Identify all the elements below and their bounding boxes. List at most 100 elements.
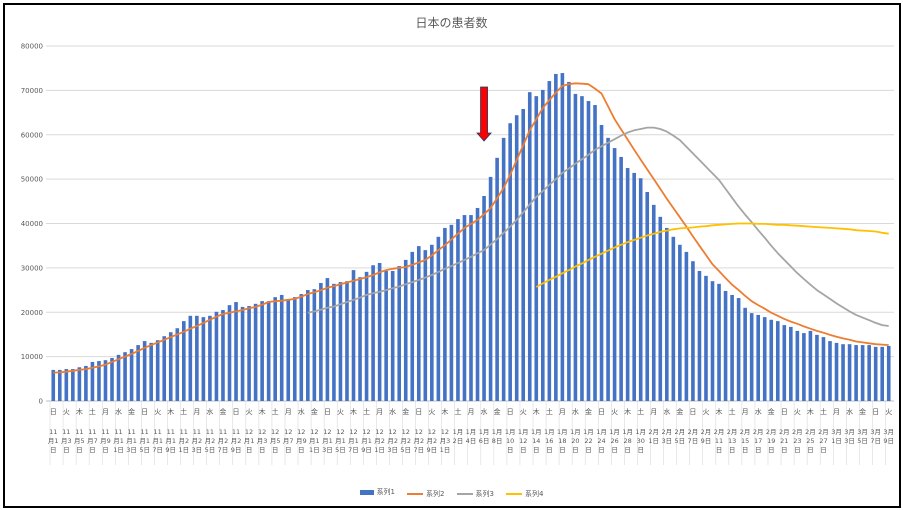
x-tick-weekday: 土: [820, 407, 827, 416]
legend-label: 系列4: [524, 489, 544, 498]
x-tick-date: 12月21日: [374, 428, 385, 454]
bar: [606, 137, 610, 401]
x-tick-date: 12月23日: [387, 428, 398, 454]
bar: [266, 301, 271, 401]
series-line: [535, 222, 889, 288]
x-tick-date: 1月20日: [570, 428, 581, 454]
x-tick-weekday: 月: [742, 408, 749, 416]
bar: [671, 236, 676, 401]
x-tick-weekday: 日: [781, 408, 788, 416]
y-tick-label: 60000: [21, 131, 43, 139]
bar: [521, 109, 526, 401]
x-tick-date: 1月10日: [504, 428, 516, 454]
bar: [789, 326, 793, 401]
x-tick-weekday: 月: [650, 408, 657, 416]
legend-item: 系列3: [456, 489, 494, 499]
bar: [547, 81, 552, 402]
x-tick-weekday: 日: [324, 408, 331, 416]
x-tick-weekday: 火: [337, 408, 344, 416]
x-tick-weekday: 火: [154, 408, 161, 416]
x-tick-date: 2月11日: [713, 428, 725, 454]
bar: [527, 92, 532, 402]
x-tick-weekday: 金: [676, 407, 683, 416]
bar: [240, 306, 245, 401]
x-tick-date: 2月17日: [752, 428, 764, 454]
bar: [501, 137, 506, 401]
bar: [645, 191, 650, 401]
bar: [567, 81, 571, 401]
bar: [580, 96, 584, 402]
bar: [508, 123, 512, 402]
x-tick-date: 1月30日: [635, 428, 647, 454]
bar: [351, 270, 356, 401]
bar: [684, 251, 689, 401]
bar: [162, 336, 167, 401]
x-tick-weekday: 水: [115, 407, 122, 416]
x-tick-weekday: 土: [454, 407, 461, 416]
bar: [775, 321, 780, 401]
x-tick-date: 12月31日: [439, 428, 451, 454]
bar: [234, 302, 238, 401]
bar: [828, 341, 832, 401]
bar: [273, 297, 277, 401]
x-tick-weekday: 土: [89, 407, 96, 416]
x-tick-date: 12月1日: [243, 428, 255, 454]
bar: [691, 261, 695, 401]
bar: [612, 148, 617, 401]
bar: [665, 227, 669, 401]
bar: [854, 345, 858, 401]
bar: [149, 342, 153, 401]
bar: [795, 330, 800, 401]
y-tick-label: 20000: [21, 309, 43, 317]
bar: [632, 172, 636, 401]
x-axis-date-labels: 11月1日 11月3日 11月5日 11月7日 11月9日 11月11日 11月13日 11月…: [0, 428, 903, 468]
x-tick-weekday: 火: [246, 408, 253, 416]
x-tick-date: 1月6日: [478, 428, 490, 445]
x-tick-date: 12月17日: [348, 428, 359, 454]
x-tick-date: 12月3日: [256, 428, 268, 454]
bar: [325, 278, 330, 401]
bar: [227, 305, 232, 401]
bar: [815, 334, 819, 401]
x-tick-date: 2月13日: [726, 428, 738, 454]
bar: [802, 333, 806, 401]
bar: [449, 224, 454, 401]
bar: [77, 367, 82, 401]
legend-label: 系列3: [475, 489, 494, 498]
x-tick-date: 2月19日: [765, 428, 777, 454]
chart-title: 日本の患者数: [415, 16, 488, 30]
x-tick-date: 2月25日: [805, 428, 816, 454]
bar: [469, 215, 473, 401]
x-tick-weekday: 土: [637, 407, 644, 416]
x-tick-date: 11月23日: [191, 428, 203, 454]
bar: [345, 281, 349, 401]
bar: [736, 298, 741, 401]
x-tick-date: 11月11日: [113, 428, 124, 454]
x-tick-date: 11月9日: [100, 428, 111, 454]
chart-frame: [3, 3, 901, 508]
x-tick-weekday: 金: [402, 407, 409, 416]
bar: [619, 156, 623, 401]
x-tick-weekday: 水: [663, 407, 670, 416]
x-tick-date: 3月5日: [857, 428, 868, 445]
bar: [97, 361, 101, 401]
x-tick-weekday: 木: [716, 407, 723, 416]
x-tick-date: 11月13日: [126, 428, 137, 454]
y-tick-label: 80000: [21, 43, 43, 51]
x-tick-date: 11月15日: [139, 428, 150, 454]
x-tick-weekday: 木: [441, 407, 448, 416]
bar: [586, 101, 591, 402]
bar: [312, 289, 317, 401]
bar: [377, 262, 382, 401]
x-tick-weekday: 金: [494, 407, 501, 416]
x-tick-date: 11月21日: [178, 428, 190, 454]
x-tick-date: 11月19日: [165, 428, 177, 454]
bar: [142, 341, 147, 401]
x-tick-weekday: 月: [102, 408, 109, 416]
x-tick-weekday: 木: [624, 407, 631, 416]
y-tick-label: 70000: [21, 87, 43, 95]
x-tick-date: 12月9日: [295, 428, 307, 454]
x-tick-weekday: 土: [180, 407, 187, 416]
x-tick-weekday: 火: [794, 408, 801, 416]
x-tick-weekday: 金: [219, 407, 226, 416]
